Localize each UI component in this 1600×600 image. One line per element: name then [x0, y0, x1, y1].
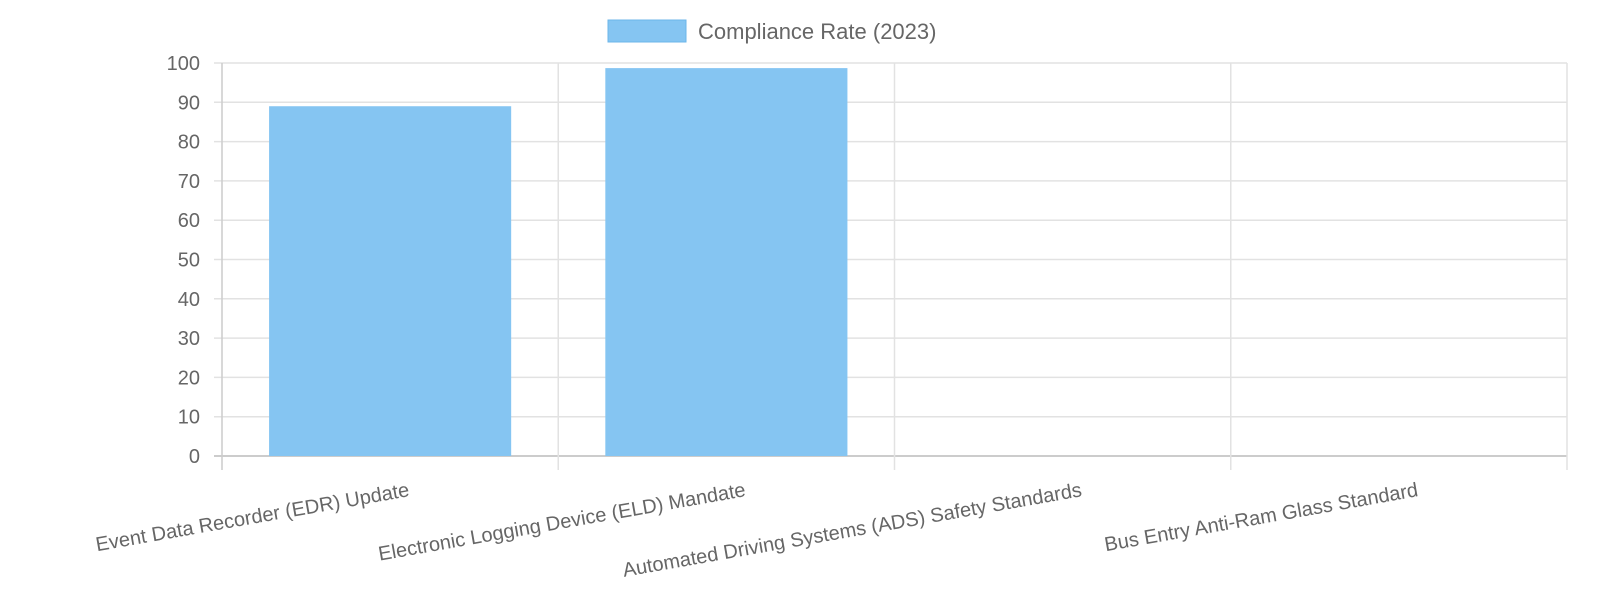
bar[interactable] — [269, 106, 512, 456]
x-tick-label: Event Data Recorder (EDR) Update — [94, 479, 411, 556]
y-tick-label: 10 — [178, 407, 200, 429]
y-tick-label: 30 — [178, 328, 200, 350]
y-tick-label: 80 — [178, 132, 200, 154]
x-axis: Event Data Recorder (EDR) UpdateElectron… — [94, 479, 1420, 582]
bar[interactable] — [605, 68, 848, 456]
y-tick-label: 100 — [167, 53, 200, 75]
legend-swatch — [607, 19, 687, 43]
legend-label: Compliance Rate (2023) — [698, 19, 936, 44]
y-tick-label: 70 — [178, 171, 200, 193]
bars — [269, 68, 848, 456]
y-axis: 0 10 20 30 40 50 60 70 80 90 100 — [167, 53, 200, 468]
legend[interactable]: Compliance Rate (2023) — [607, 19, 936, 44]
y-tick-label: 40 — [178, 289, 200, 311]
y-tick-label: 20 — [178, 367, 200, 389]
y-tick-label: 60 — [178, 210, 200, 232]
y-tick-label: 90 — [178, 92, 200, 114]
y-tick-label: 50 — [178, 250, 200, 272]
y-tick-label: 0 — [189, 446, 200, 468]
x-tick-label: Bus Entry Anti-Ram Glass Standard — [1103, 479, 1420, 556]
